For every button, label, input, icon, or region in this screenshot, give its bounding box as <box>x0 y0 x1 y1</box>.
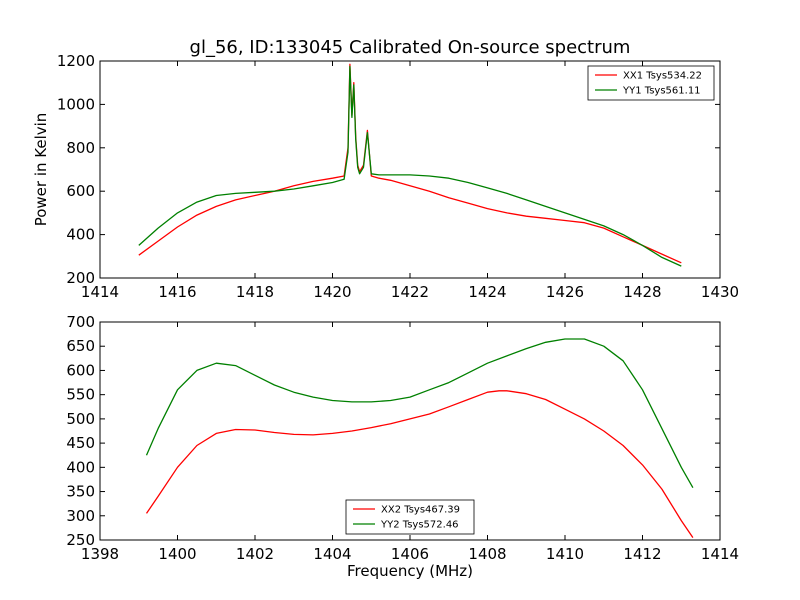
x-tick-label: 1410 <box>546 545 584 563</box>
x-tick-label: 1414 <box>81 283 119 301</box>
y-tick-label: 1200 <box>57 52 95 70</box>
y-tick-label: 450 <box>66 434 95 452</box>
y-tick-label: 600 <box>66 361 95 379</box>
x-tick-label: 1400 <box>158 545 196 563</box>
plot-panels: 1414 1416 1418 1420 1422 1424 1426 1428 1430 200 4… <box>32 52 739 580</box>
y-tick-label: 550 <box>66 386 95 404</box>
y-tick-label: 300 <box>66 507 95 525</box>
legend-box <box>587 65 715 101</box>
y-tick-label: 400 <box>66 458 95 476</box>
x-tick-label: 1416 <box>158 283 196 301</box>
x-tick-label: 1404 <box>313 545 351 563</box>
plot-panel-2: 1398 1400 1402 1404 1406 1408 1410 1412 1414 250 3… <box>66 313 739 580</box>
x-tick-label: 1422 <box>391 283 429 301</box>
y-tick-label: 250 <box>66 531 95 549</box>
x-axis-label: Frequency (MHz) <box>347 562 473 580</box>
x-tick-label: 1430 <box>701 283 739 301</box>
y-tick-label: 650 <box>66 337 95 355</box>
figure-title: gl_56, ID:133045 Calibrated On-source sp… <box>190 37 631 58</box>
x-tick-label: 1428 <box>623 283 661 301</box>
legend-box <box>345 499 475 535</box>
y-tick-label: 1000 <box>57 95 95 113</box>
x-tick-label: 1426 <box>546 283 584 301</box>
series-line-2 <box>145 338 694 489</box>
series-line-2 <box>138 65 682 267</box>
x-tick-label: 1418 <box>236 283 274 301</box>
y-tick-label: 200 <box>66 269 95 287</box>
y-tick-label: 400 <box>66 226 95 244</box>
y-tick-label: 800 <box>66 139 95 157</box>
x-tick-label: 1398 <box>81 545 119 563</box>
x-tick-label: 1424 <box>468 283 506 301</box>
x-tick-label: 1412 <box>623 545 661 563</box>
y-axis-label: Power in Kelvin <box>32 113 50 227</box>
legend-label: XX2 Tsys467.39 <box>381 505 460 516</box>
x-tick-label: 1406 <box>391 545 429 563</box>
y-tick-label: 500 <box>66 410 95 428</box>
y-tick-label: 700 <box>66 313 95 331</box>
x-tick-label: 1414 <box>701 545 739 563</box>
y-tick-label: 600 <box>66 182 95 200</box>
series-line-1 <box>145 390 694 538</box>
x-tick-label: 1408 <box>468 545 506 563</box>
x-tick-label: 1420 <box>313 283 351 301</box>
legend-label: YY2 Tsys572.46 <box>380 520 459 531</box>
plot-panel-1: 1414 1416 1418 1420 1422 1424 1426 1428 1430 200 4… <box>32 52 739 301</box>
legend-label: XX1 Tsys534.22 <box>623 71 702 82</box>
legend: XX1 Tsys534.22 YY1 Tsys561.11 <box>587 65 715 101</box>
x-tick-label: 1402 <box>236 545 274 563</box>
legend: XX2 Tsys467.39 YY2 Tsys572.46 <box>345 499 475 535</box>
y-tick-label: 350 <box>66 483 95 501</box>
legend-label: YY1 Tsys561.11 <box>622 86 701 97</box>
